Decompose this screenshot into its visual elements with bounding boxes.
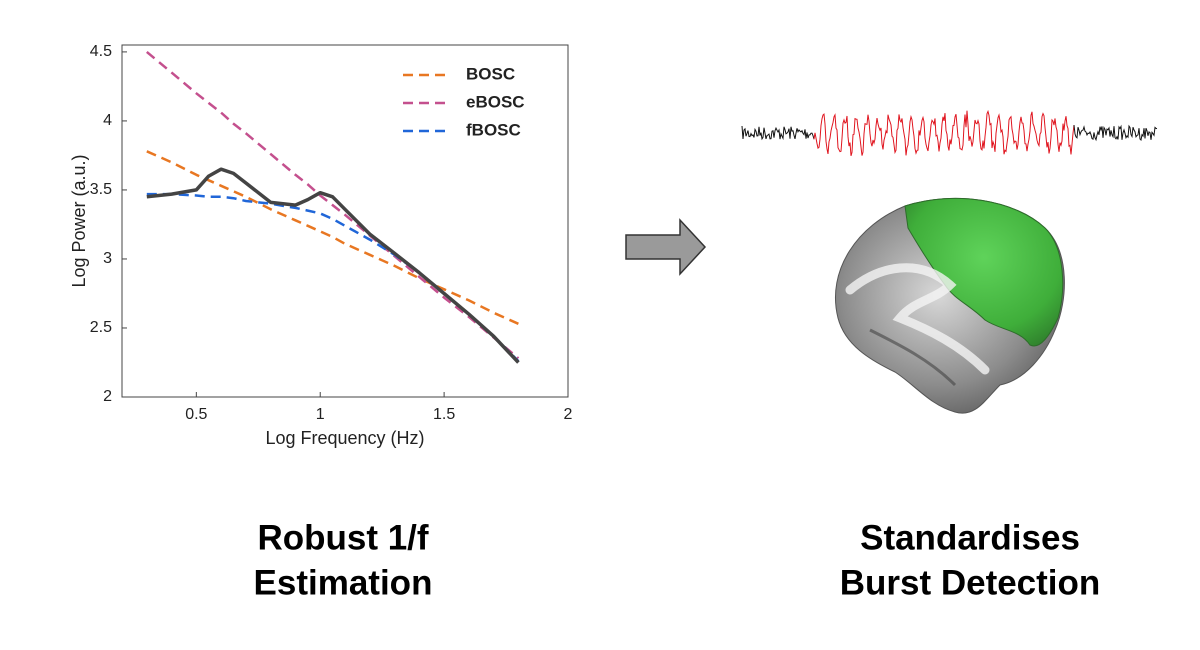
y-tick-label: 3 [103, 250, 112, 267]
series-line [146, 150, 519, 325]
y-tick-label: 4 [103, 112, 112, 129]
y-tick-label: 2.5 [90, 319, 112, 336]
y-axis-label: Log Power (a.u.) [69, 154, 89, 287]
brain-sulcus [845, 263, 990, 375]
caption-left: Estimation [254, 563, 433, 602]
caption-left: Robust 1/f [257, 518, 428, 557]
legend-label: BOSC [466, 64, 515, 83]
caption-right: Burst Detection [840, 563, 1101, 602]
y-tick-label: 4.5 [90, 43, 112, 60]
signal-burst [813, 109, 1075, 157]
plot: 0.5 1 1.5 2 2 2.5 3 3.5 4 4.5 Log Frequency (Hz) Lo… [69, 43, 573, 448]
x-tick-label: 1 [316, 406, 325, 423]
x-tick-label: 2 [564, 406, 573, 423]
caption-right: Standardises [860, 518, 1080, 557]
arrow [625, 218, 707, 276]
x-axis-label: Log Frequency (Hz) [265, 428, 424, 448]
y-tick-label: 2 [103, 388, 112, 405]
legend-label: eBOSC [466, 92, 525, 111]
legend-label: fBOSC [466, 120, 521, 139]
x-tick-label: 0.5 [185, 406, 207, 423]
signal-background [741, 125, 815, 141]
series-line [146, 167, 520, 364]
signal-trace [741, 109, 1158, 157]
y-tick-label: 3.5 [90, 181, 112, 198]
series-line [146, 192, 520, 362]
plot-frame [121, 44, 569, 398]
series-line [145, 50, 520, 360]
signal-background [1073, 124, 1158, 142]
brain-sulcus [869, 328, 957, 387]
x-tick-label: 1.5 [433, 406, 455, 423]
brain [834, 197, 1065, 414]
